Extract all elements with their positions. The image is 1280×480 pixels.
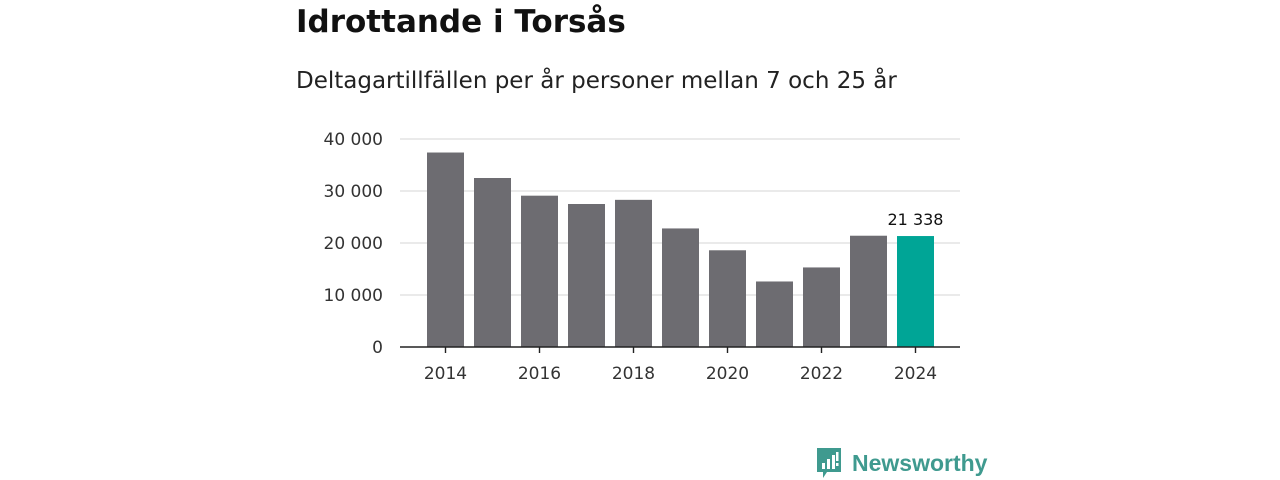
y-tick-label: 10 000 xyxy=(324,286,383,306)
bar-2017 xyxy=(568,204,605,347)
x-tick-label: 2024 xyxy=(894,364,937,384)
y-tick-label: 30 000 xyxy=(324,182,383,202)
y-tick-label: 20 000 xyxy=(324,234,383,254)
value-labels: 21 338 xyxy=(888,210,944,229)
x-axis-labels: 2014 2016 2018 2020 2022 2024 xyxy=(424,364,937,384)
bars xyxy=(427,153,934,347)
x-tick-label: 2016 xyxy=(518,364,561,384)
bar-2023 xyxy=(850,236,887,347)
bar-2016 xyxy=(521,196,558,347)
highlight-value-label: 21 338 xyxy=(888,210,944,229)
brand-name: Newsworthy xyxy=(852,450,987,477)
y-tick-label: 40 000 xyxy=(324,130,383,150)
newsworthy-logo-icon xyxy=(815,446,843,480)
y-tick-label: 0 xyxy=(372,338,383,358)
bar-2024 xyxy=(897,236,934,347)
bar-2020 xyxy=(709,250,746,347)
x-tick-label: 2020 xyxy=(706,364,749,384)
x-tick-label: 2022 xyxy=(800,364,843,384)
x-tick-label: 2014 xyxy=(424,364,467,384)
bar-2015 xyxy=(474,178,511,347)
y-axis-labels: 0 10 000 20 000 30 000 40 000 xyxy=(324,130,383,358)
newsworthy-brand: Newsworthy xyxy=(815,446,987,480)
bar-2019 xyxy=(662,228,699,347)
bar-2022 xyxy=(803,267,840,347)
bar-2018 xyxy=(615,200,652,347)
x-axis xyxy=(400,347,960,353)
x-tick-label: 2018 xyxy=(612,364,655,384)
bar-2021 xyxy=(756,281,793,347)
bar-2014 xyxy=(427,153,464,347)
